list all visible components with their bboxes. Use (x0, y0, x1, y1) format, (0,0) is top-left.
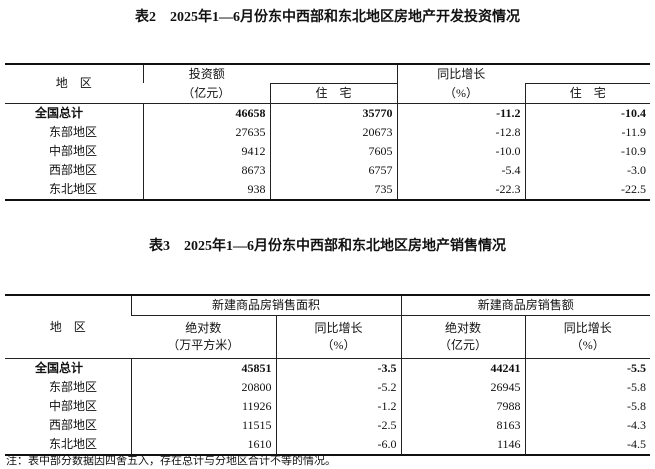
header-region: 地 区 (5, 295, 131, 359)
header-growth-unit: （%） (396, 83, 525, 104)
cell-investment: 8673 (142, 160, 270, 180)
cell-area: 11926 (130, 397, 276, 416)
cell-residential: 7605 (269, 141, 397, 161)
cell-growth: -5.4 (396, 160, 525, 180)
cell-area: 1610 (130, 435, 276, 455)
cell-sales: 26945 (400, 378, 525, 397)
table2-title: 表2 2025年1—6月份东中西部和东北地区房地产开发投资情况 (135, 10, 520, 25)
cell-investment: 938 (142, 179, 270, 200)
cell-growth_residential: -11.9 (524, 122, 650, 142)
table3-title: 表3 2025年1—6月份东中西部和东北地区房地产销售情况 (149, 239, 506, 254)
header-sales-absolute: 绝对数 （亿元） (400, 315, 525, 359)
header-region: 地 区 (5, 64, 143, 104)
cell-growth: -10.0 (396, 141, 525, 161)
cell-area: 45851 (130, 358, 276, 378)
footnote: 注：表中部分数据因四舍五入，存在总计与分地区合计不等的情况。 (6, 455, 336, 467)
header-investment: 投资额 (142, 64, 270, 83)
table-row: 西部地区 11515 -2.5 8163 -4.3 (5, 416, 650, 435)
cell-residential: 6757 (269, 160, 397, 180)
cell-investment: 27635 (142, 122, 270, 142)
cell-region: 东北地区 (49, 437, 98, 451)
cell-investment: 46658 (142, 103, 270, 123)
cell-region: 中部地区 (49, 399, 98, 413)
table-row: 东部地区 27635 20673 -12.8 -11.9 (5, 122, 650, 142)
cell-sales_growth: -4.3 (524, 416, 650, 435)
cell-residential: 35770 (269, 103, 397, 123)
header-sales-group: 新建商品房销售额 (400, 295, 650, 316)
table-row: 全国总计 46658 35770 -11.2 -10.4 (5, 103, 650, 123)
table-row: 全国总计 45851 -3.5 44241 -5.5 (5, 358, 650, 378)
table-row: 东部地区 20800 -5.2 26945 -5.8 (5, 378, 650, 397)
cell-growth: -22.3 (396, 179, 525, 200)
cell-region: 全国总计 (35, 105, 84, 120)
sales-table: 地 区 新建商品房销售面积 新建商品房销售额 绝对数 （万平方米） 同比增长 （%）… (5, 294, 650, 456)
header-area-absolute: 绝对数 （万平方米） (131, 315, 276, 359)
table-row: 西部地区 8673 6757 -5.4 -3.0 (5, 160, 650, 180)
table-row: 东北地区 1610 -6.0 1146 -4.5 (5, 435, 650, 455)
table-row: 中部地区 9412 7605 -10.0 -10.9 (5, 141, 650, 161)
header-investment-unit: （亿元） (143, 83, 270, 104)
cell-region: 西部地区 (49, 418, 98, 432)
cell-area_growth: -2.5 (275, 416, 401, 435)
table-row: 东北地区 938 735 -22.3 -22.5 (5, 179, 650, 200)
cell-area: 11515 (130, 416, 276, 435)
cell-area_growth: -6.0 (275, 435, 401, 455)
cell-sales: 8163 (400, 416, 525, 435)
header-growth-residential: 住 宅 (524, 82, 650, 104)
investment-table: 地 区 投资额 同比增长 （亿元） 住 宅 （%） 住 宅 全国总计 46658 3… (5, 63, 650, 201)
cell-growth_residential: -3.0 (524, 160, 650, 180)
cell-area_growth: -3.5 (275, 358, 401, 378)
cell-region: 西部地区 (49, 162, 98, 177)
header-residential: 住 宅 (269, 82, 397, 104)
cell-investment: 9412 (142, 141, 270, 161)
cell-residential: 20673 (269, 122, 397, 142)
cell-growth_residential: -10.9 (524, 141, 650, 161)
header-area-group: 新建商品房销售面积 (130, 295, 401, 316)
cell-sales_growth: -5.5 (524, 358, 650, 378)
cell-region: 中部地区 (49, 143, 98, 158)
cell-sales_growth: -5.8 (524, 378, 650, 397)
header-area-growth: 同比增长 （%） (275, 315, 401, 359)
cell-area: 20800 (130, 378, 276, 397)
header-sales-growth: 同比增长 （%） (524, 315, 650, 359)
cell-area_growth: -5.2 (275, 378, 401, 397)
cell-growth_residential: -22.5 (524, 179, 650, 200)
cell-sales_growth: -5.8 (524, 397, 650, 416)
cell-region: 东北地区 (49, 181, 98, 196)
header-growth: 同比增长 (396, 64, 525, 83)
cell-sales: 1146 (400, 435, 525, 455)
cell-area_growth: -1.2 (275, 397, 401, 416)
cell-region: 全国总计 (35, 361, 84, 375)
cell-residential: 735 (269, 179, 397, 200)
cell-sales: 7988 (400, 397, 525, 416)
cell-region: 东部地区 (49, 380, 98, 394)
cell-sales_growth: -4.5 (524, 435, 650, 455)
cell-region: 东部地区 (49, 124, 98, 139)
cell-growth: -12.8 (396, 122, 525, 142)
cell-growth: -11.2 (396, 103, 525, 123)
table-row: 中部地区 11926 -1.2 7988 -5.8 (5, 397, 650, 416)
cell-growth_residential: -10.4 (524, 103, 650, 123)
cell-sales: 44241 (400, 358, 525, 378)
